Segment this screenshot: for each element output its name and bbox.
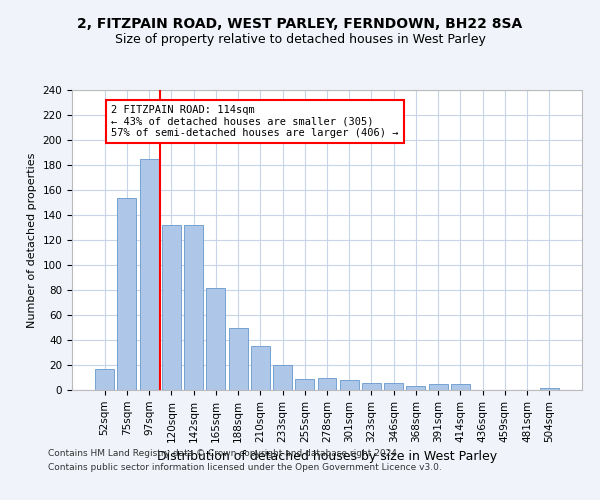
Bar bbox=[429, 384, 448, 390]
Bar bbox=[184, 225, 203, 390]
Bar bbox=[229, 328, 248, 390]
Text: 2, FITZPAIN ROAD, WEST PARLEY, FERNDOWN, BH22 8SA: 2, FITZPAIN ROAD, WEST PARLEY, FERNDOWN,… bbox=[77, 18, 523, 32]
Bar bbox=[406, 386, 425, 390]
Bar bbox=[95, 369, 114, 390]
Bar bbox=[540, 388, 559, 390]
Bar bbox=[251, 346, 270, 390]
Y-axis label: Number of detached properties: Number of detached properties bbox=[27, 152, 37, 328]
Bar bbox=[118, 198, 136, 390]
Bar bbox=[140, 159, 158, 390]
Text: Contains public sector information licensed under the Open Government Licence v3: Contains public sector information licen… bbox=[48, 464, 442, 472]
Bar bbox=[295, 379, 314, 390]
Bar bbox=[451, 384, 470, 390]
Text: Contains HM Land Registry data © Crown copyright and database right 2024.: Contains HM Land Registry data © Crown c… bbox=[48, 448, 400, 458]
Bar bbox=[206, 288, 225, 390]
Bar bbox=[384, 382, 403, 390]
Bar bbox=[273, 365, 292, 390]
Bar bbox=[162, 225, 181, 390]
Text: 2 FITZPAIN ROAD: 114sqm
← 43% of detached houses are smaller (305)
57% of semi-d: 2 FITZPAIN ROAD: 114sqm ← 43% of detache… bbox=[112, 105, 399, 138]
Bar bbox=[362, 382, 381, 390]
Bar bbox=[340, 380, 359, 390]
Text: Size of property relative to detached houses in West Parley: Size of property relative to detached ho… bbox=[115, 32, 485, 46]
Bar bbox=[317, 378, 337, 390]
X-axis label: Distribution of detached houses by size in West Parley: Distribution of detached houses by size … bbox=[157, 450, 497, 463]
